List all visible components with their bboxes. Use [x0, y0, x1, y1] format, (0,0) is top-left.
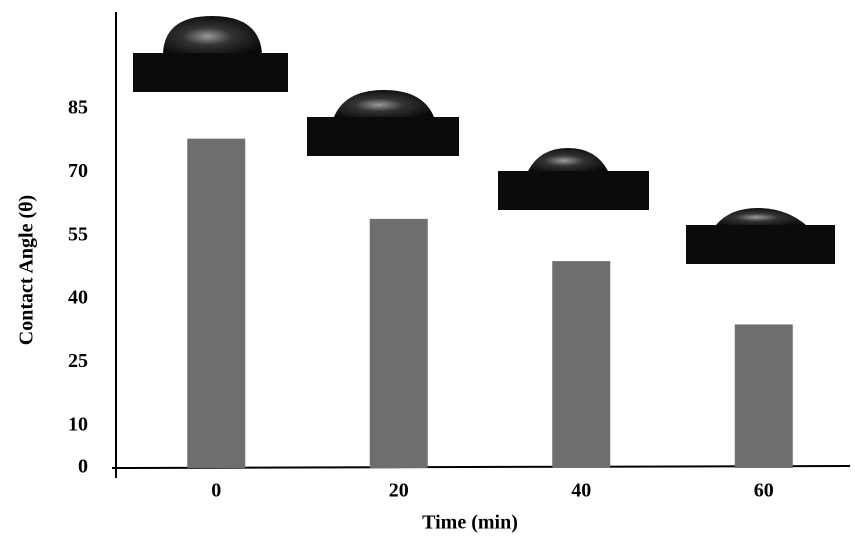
substrate: [307, 117, 459, 156]
y-tick-label: 0: [78, 456, 88, 478]
y-tick-label: 85: [68, 97, 88, 119]
y-axis-label: Contact Angle (θ): [16, 195, 38, 345]
bar: [187, 139, 245, 468]
x-axis-label: Time (min): [422, 512, 518, 534]
y-tick-label: 70: [68, 160, 88, 182]
y-tick-label: 25: [68, 350, 88, 372]
x-tick-label: 20: [389, 480, 409, 502]
y-tick-label: 40: [68, 287, 88, 309]
y-tick-label: 55: [68, 223, 88, 245]
y-tick-label: 10: [68, 413, 88, 435]
droplet: [334, 90, 434, 117]
x-tick-label: 0: [211, 480, 221, 502]
substrate: [686, 225, 835, 264]
substrate: [498, 171, 649, 210]
substrate: [133, 53, 288, 92]
bar: [370, 219, 428, 468]
droplet: [163, 16, 262, 53]
bar: [735, 324, 793, 468]
x-tick-label: 40: [571, 480, 591, 502]
droplet: [716, 208, 806, 225]
droplet: [528, 148, 608, 171]
page: Contact Angle (θ) Time (min) 0 10 25 40 55 70…: [0, 0, 855, 542]
bar: [552, 261, 610, 468]
chart: Contact Angle (θ) Time (min) 0 10 25 40 55 70…: [0, 0, 855, 542]
x-tick-label: 60: [754, 480, 774, 502]
